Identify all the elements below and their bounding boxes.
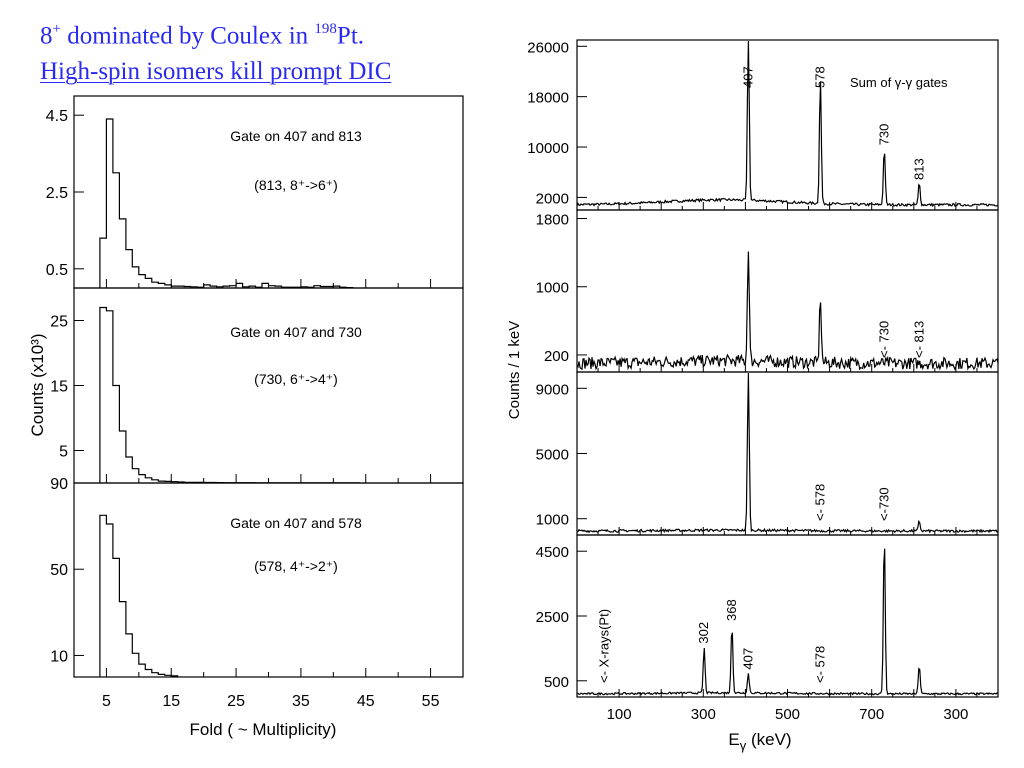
- spectrum-gate-813-spectrum-line: [576, 251, 999, 371]
- spectrum-gate-813-marker-label: <- 730: [876, 321, 891, 358]
- spectrum-gate-730-frame: [576, 371, 999, 536]
- spectrum-gate-730-spectrum-line: [576, 372, 999, 534]
- fold-730-ytick-label: 15: [50, 379, 68, 396]
- fold-813-ytick-label: 2.5: [46, 185, 68, 202]
- fold-813-ytick-label: 0.5: [46, 262, 68, 279]
- spectrum-xtick-label: 300: [691, 706, 716, 723]
- fold-xtick-label: 25: [227, 693, 245, 710]
- spectrum-gate-578-peak-label: 407: [740, 648, 755, 670]
- spectrum-gate-578-spectrum-line: [576, 548, 999, 696]
- fold-distribution-panel: 0.5 2.5 4.5 Gate on 407 and 813 (813, 8⁺->6⁺…: [46, 95, 464, 710]
- spectrum-gate-813-marker-label: <- 813: [911, 321, 926, 358]
- spectrum-gate-578-peak-label: 368: [724, 599, 739, 621]
- fold-813-ytick-label: 4.5: [46, 108, 68, 125]
- spectrum-gate-813-ytick-label: 1000: [536, 280, 569, 297]
- fold-xtick-label: 5: [102, 693, 111, 710]
- fold-578-ytick-label: 90: [50, 476, 68, 493]
- spectrum-gate-578-marker-label: <- 578: [812, 646, 827, 683]
- fold-813-transition-label: (813, 8⁺->6⁺): [254, 177, 338, 193]
- spectrum-sum-peak-label: 813: [911, 158, 926, 180]
- fold-578-transition-label: (578, 4⁺->2⁺): [254, 558, 338, 574]
- fold-y-axis-label: Counts (x10³): [28, 334, 47, 437]
- spectrum-sum-ytick-label: 2000: [536, 190, 569, 207]
- fold-730-transition-label: (730, 6⁺->4⁺): [254, 371, 338, 387]
- spectrum-gate-578-peak-label: 302: [696, 622, 711, 644]
- spectrum-gate-813-ytick-label: 200: [544, 348, 569, 365]
- spectrum-gate-730-marker-label: <- 578: [812, 484, 827, 521]
- spectrum-sum-spectrum-line: [576, 40, 999, 208]
- spectrum-sum-peak-label: 578: [812, 66, 827, 88]
- fold-xtick-label: 15: [162, 693, 180, 710]
- spectrum-sum-ytick-label: 26000: [527, 39, 569, 56]
- spectrum-gate-730-ytick-label: 5000: [536, 447, 569, 464]
- fold-xtick-label: 45: [357, 693, 375, 710]
- fold-578-histogram: [99, 514, 179, 677]
- spectrum-sum-frame: [576, 39, 999, 211]
- spectrum-gate-813-frame: [576, 209, 999, 373]
- fold-x-axis-label: Fold ( ~ Multiplicity): [190, 720, 337, 739]
- spectrum-gate-813-ytick-label: 1800: [536, 212, 569, 229]
- spectrum-gate-578-ytick-label: 500: [544, 674, 569, 691]
- spectrum-sum-ytick-label: 18000: [527, 90, 569, 107]
- fold-813-gate-label: Gate on 407 and 813: [230, 128, 362, 144]
- fold-730-ytick-label: 25: [50, 314, 68, 331]
- spectrum-gate-730-ytick-label: 9000: [536, 381, 569, 398]
- fold-730-gate-label: Gate on 407 and 730: [230, 324, 362, 340]
- fold-578-ytick-label: 10: [50, 648, 68, 665]
- spectrum-gate-578-marker-label: <- X-rays(Pt): [596, 609, 611, 683]
- spectrum-gate-730-ytick-label: 1000: [536, 512, 569, 529]
- fold-xtick-label: 35: [292, 693, 310, 710]
- spectrum-sum-annotation: Sum of γ-γ gates: [850, 75, 948, 90]
- spectrum-gate-578-ytick-label: 4500: [536, 544, 569, 561]
- spectrum-gate-578-frame: [576, 534, 999, 698]
- spectrum-sum-peak-label: 730: [876, 124, 891, 146]
- spectrum-sum-ytick-label: 10000: [527, 140, 569, 157]
- fold-813-histogram: [99, 118, 354, 289]
- spectrum-xtick-label: 700: [859, 706, 884, 723]
- fold-578-gate-label: Gate on 407 and 578: [230, 515, 362, 531]
- spectrum-y-axis-label: Counts / 1 keV: [506, 321, 523, 419]
- fold-xtick-label: 55: [422, 693, 440, 710]
- fold-730-ytick-label: 5: [59, 444, 68, 461]
- spectrum-gate-578-ytick-label: 2500: [536, 609, 569, 626]
- spectrum-x-axis-label: Eγ (keV): [728, 730, 791, 753]
- fold-578-ytick-label: 50: [50, 562, 68, 579]
- spectrum-xtick-label: 100: [607, 706, 632, 723]
- gamma-spectrum-panel: 2000 10000 18000 26000 407 578 730 813 Sum of γ-…: [527, 39, 999, 723]
- spectrum-xtick-label: 300: [943, 706, 968, 723]
- spectrum-gate-730-marker-label: <-730: [876, 487, 891, 521]
- spectrum-xtick-label: 500: [775, 706, 800, 723]
- slide-title-line-2: High-spin isomers kill prompt DIC: [40, 58, 392, 85]
- slide-title-line-1: 8+ dominated by Coulex in 198Pt.: [40, 21, 365, 50]
- spectrum-sum-peak-label: 407: [740, 66, 755, 88]
